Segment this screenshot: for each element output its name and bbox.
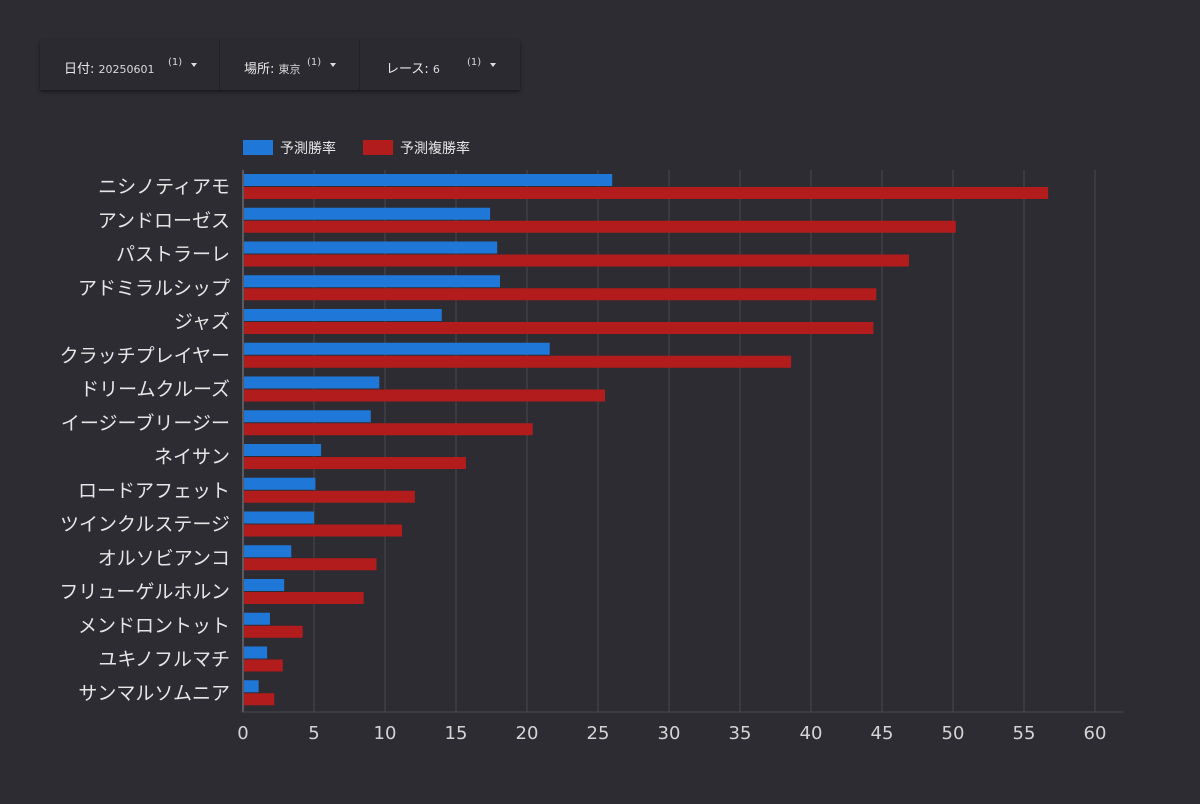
x-tick-label: 30 [658, 723, 681, 744]
legend-label-win: 予測勝率 [280, 140, 336, 157]
place-rate-bar [244, 693, 275, 706]
category-label: フリューゲルホルン [59, 581, 230, 603]
category-label: アンドローゼス [98, 210, 230, 232]
category-label: アドミラルシップ [78, 277, 230, 299]
category-label: ツインクルステージ [60, 514, 230, 536]
place-rate-bar [244, 558, 377, 571]
place-rate-bar [244, 288, 877, 301]
win-rate-bar [244, 511, 314, 524]
win-rate-bar [244, 579, 285, 591]
x-tick-label: 45 [871, 723, 894, 744]
category-label: ロードアフェット [78, 480, 230, 502]
category-label: イージーブリージー [61, 411, 230, 434]
win-rate-bar [244, 612, 270, 625]
race-filter-label: レース: 6 [386, 62, 440, 77]
date-filter-count: (1) [168, 57, 183, 68]
win-rate-bar [244, 275, 501, 288]
win-rate-bar [244, 376, 380, 389]
category-label: ネイサン [154, 446, 230, 468]
date-filter[interactable]: 日付: 20250601 (1) [40, 40, 220, 90]
win-rate-bar [244, 545, 292, 558]
x-tick-label: 55 [1013, 723, 1036, 744]
category-label: サンマルソムニア [78, 682, 230, 704]
place-rate-bar [244, 254, 909, 267]
place-filter-label: 場所: 東京 [244, 62, 301, 77]
date-filter-label: 日付: 20250601 [64, 62, 155, 77]
place-filter[interactable]: 場所: 東京 (1) [220, 40, 360, 90]
legend-swatch-place [363, 140, 393, 155]
place-filter-count: (1) [307, 57, 322, 68]
win-rate-bar [244, 241, 498, 254]
place-rate-bar [244, 659, 283, 672]
place-rate-bar [244, 187, 1049, 199]
x-tick-label: 35 [729, 723, 752, 744]
category-label: クラッチプレイヤー [60, 345, 230, 367]
x-tick-label: 20 [516, 723, 539, 744]
x-tick-label: 15 [445, 723, 468, 744]
legend-label-place: 予測複勝率 [400, 140, 470, 157]
race-filter[interactable]: レース: 6 (1) [360, 40, 520, 90]
filter-bar: 日付: 20250601 (1) 場所: 東京 (1) レース: 6 (1) [40, 40, 520, 90]
x-tick-label: 10 [374, 723, 397, 744]
race-filter-count: (1) [467, 57, 482, 68]
place-rate-bar [244, 220, 956, 233]
place-rate-bar [244, 524, 403, 537]
category-label: オルソビアンコ [98, 547, 230, 569]
win-rate-bar [244, 646, 268, 659]
category-label: ユキノフルマチ [98, 649, 230, 671]
win-rate-bar [244, 477, 316, 490]
win-rate-bar [244, 174, 613, 186]
place-rate-bar [244, 625, 303, 638]
win-rate-bar [244, 207, 491, 220]
category-label: ジャズ [174, 311, 230, 333]
place-rate-bar [244, 423, 533, 436]
x-tick-label: 40 [800, 723, 823, 744]
win-rate-bar [244, 444, 322, 456]
chevron-down-icon[interactable] [330, 63, 336, 67]
place-rate-bar [244, 592, 364, 604]
legend-swatch-win [243, 140, 273, 155]
x-tick-label: 25 [587, 723, 610, 744]
category-label: ニシノティアモ [98, 176, 230, 198]
x-tick-label: 60 [1084, 723, 1107, 744]
win-rate-bar [244, 309, 442, 321]
win-rate-bar [244, 410, 371, 423]
place-rate-bar [244, 322, 874, 334]
chevron-down-icon[interactable] [191, 63, 197, 67]
category-label: ドリームクルーズ [80, 379, 230, 401]
place-rate-bar [244, 355, 792, 368]
x-tick-label: 0 [237, 723, 248, 744]
chevron-down-icon[interactable] [490, 63, 496, 67]
category-label: パストラーレ [116, 244, 230, 266]
place-rate-bar [244, 490, 415, 503]
win-rate-bar [244, 342, 550, 355]
x-tick-label: 5 [308, 723, 319, 744]
category-label: メンドロントット [78, 615, 230, 637]
place-rate-bar [244, 457, 466, 469]
place-rate-bar [244, 389, 606, 402]
x-tick-label: 50 [942, 723, 965, 744]
win-rate-bar [244, 680, 259, 693]
